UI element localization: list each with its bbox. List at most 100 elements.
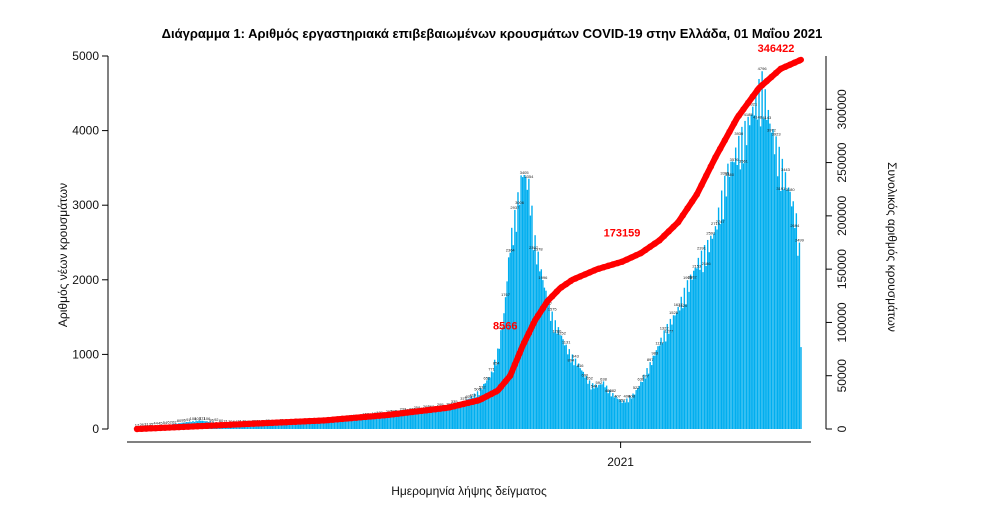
cumulative-point xyxy=(138,425,145,432)
bar-label: 636 xyxy=(637,377,644,382)
cumulative-point xyxy=(502,378,509,385)
bar xyxy=(500,330,502,429)
bar xyxy=(685,304,687,429)
bar xyxy=(294,422,297,429)
bar xyxy=(705,265,707,429)
cumulative-point xyxy=(385,411,393,418)
bar xyxy=(716,229,718,429)
bar xyxy=(666,323,668,429)
bar xyxy=(383,416,385,429)
bar xyxy=(478,395,480,429)
cumulative-point xyxy=(521,339,528,346)
bar xyxy=(312,422,314,429)
bar xyxy=(677,306,679,429)
bar xyxy=(506,281,508,429)
cumulative-point xyxy=(217,421,225,429)
bar xyxy=(748,125,751,429)
bar xyxy=(473,393,476,429)
bar xyxy=(385,414,387,429)
bar xyxy=(745,145,748,429)
bar xyxy=(590,389,592,429)
bar-label: 189 xyxy=(376,410,383,415)
cumulative-point xyxy=(740,106,747,113)
bar xyxy=(280,422,283,429)
bar xyxy=(475,397,477,429)
cumulative-point xyxy=(175,423,183,431)
bar xyxy=(679,310,681,429)
bar xyxy=(612,393,614,429)
cumulative-point xyxy=(189,423,197,430)
bar xyxy=(663,330,665,429)
bar xyxy=(559,335,561,429)
bar xyxy=(668,333,670,429)
bar xyxy=(414,411,417,429)
cumulative-point xyxy=(432,405,439,413)
bar xyxy=(613,397,616,429)
bar xyxy=(315,422,317,429)
bar xyxy=(669,318,672,429)
cumulative-point xyxy=(437,405,444,412)
bar xyxy=(626,398,628,429)
bar-label: 17 xyxy=(135,423,140,428)
cumulative-point xyxy=(371,412,379,420)
bar xyxy=(531,205,533,429)
bar xyxy=(528,178,530,429)
bar-label: 532 xyxy=(479,384,486,389)
bar xyxy=(501,327,504,429)
bar-label: 268 xyxy=(423,404,430,409)
cumulative-point xyxy=(516,350,523,357)
cumulative-point xyxy=(208,422,215,429)
bar xyxy=(363,418,365,429)
bar xyxy=(525,176,527,429)
bar xyxy=(333,420,336,429)
cumulative-point xyxy=(427,406,435,413)
cumulative-series xyxy=(133,56,804,433)
bar-label: 2937 xyxy=(510,205,520,210)
bar xyxy=(319,422,322,429)
bar xyxy=(696,268,698,429)
bar-label: 45 xyxy=(158,421,163,426)
bar xyxy=(302,422,305,429)
bar-label: 408 xyxy=(628,394,635,399)
cumulative-point xyxy=(716,145,724,152)
bar xyxy=(395,412,398,429)
bar xyxy=(441,409,443,429)
bar xyxy=(643,374,645,429)
bar xyxy=(374,416,376,429)
cumulative-point xyxy=(283,418,290,426)
bar-label: 375 xyxy=(460,396,467,401)
cumulative-point xyxy=(423,407,430,414)
bar xyxy=(285,423,287,429)
bar-label: 3191 xyxy=(776,186,786,191)
bar xyxy=(776,176,779,429)
bar xyxy=(789,191,791,429)
bar xyxy=(755,90,757,430)
cumulative-point xyxy=(684,205,691,212)
bar xyxy=(422,409,424,429)
bar xyxy=(627,402,630,429)
bar xyxy=(377,416,379,429)
bar-label: 3354 xyxy=(524,174,534,179)
cumulative-point xyxy=(273,419,281,426)
bar xyxy=(689,274,692,429)
cumulative-point xyxy=(507,372,514,379)
y2-tick-label: 0 xyxy=(835,425,849,432)
bar xyxy=(503,313,505,429)
bar xyxy=(265,423,267,429)
bar xyxy=(744,120,746,430)
cumulative-point xyxy=(301,418,309,425)
cumulative-point xyxy=(712,154,719,161)
bar-label: 111 xyxy=(199,416,206,421)
bar xyxy=(514,209,516,429)
bar xyxy=(535,264,538,429)
bar xyxy=(296,422,298,429)
bar xyxy=(490,371,493,429)
bar-label: 2153 xyxy=(692,263,702,268)
bar xyxy=(437,410,440,429)
bar-label: 1620 xyxy=(678,303,688,308)
bar xyxy=(336,420,339,429)
cumulative-point xyxy=(320,417,327,424)
cumulative-point xyxy=(171,424,178,431)
bar xyxy=(724,175,726,429)
bar xyxy=(451,406,454,429)
